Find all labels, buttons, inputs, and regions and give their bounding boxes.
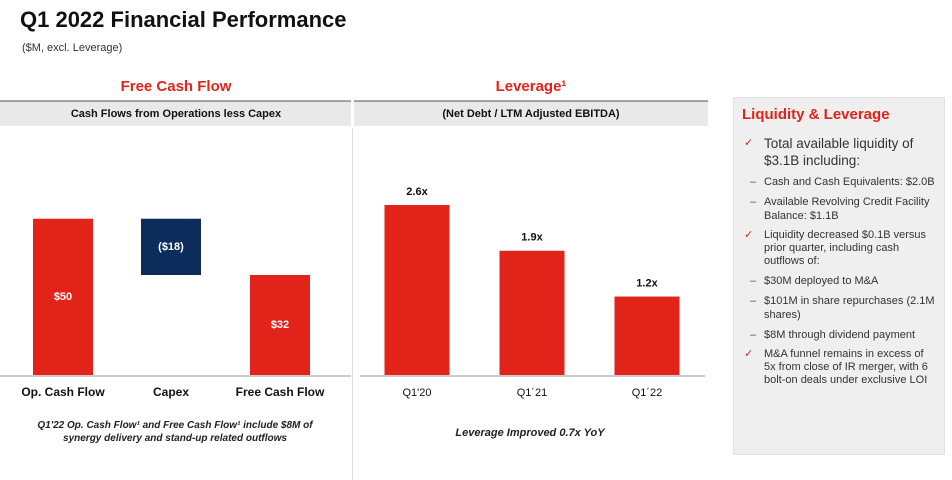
bar [614,296,680,375]
chart-title: Leverage¹ [496,78,567,95]
band [354,101,708,126]
bar [384,205,450,375]
chart-note: Q1'22 Op. Cash Flow¹ and Free Cash Flow¹… [37,420,313,444]
bullet: Liquidity decreased $0.1B versus prior q… [742,229,936,268]
bar [499,250,565,375]
data-label: $50 [54,291,72,303]
chart-title: Free Cash Flow [121,78,232,95]
x-tick-label: Capex [153,385,189,399]
x-tick-label: Op. Cash Flow [21,385,105,399]
x-tick-label: Q1´21 [517,387,548,399]
sub-bullet: $101M in share repurchases (2.1M shares) [742,294,936,322]
sidebar-title: Liquidity & Leverage [742,106,890,123]
chart-note: Leverage Improved 0.7x YoY [455,427,605,439]
data-label: $32 [271,319,289,331]
sub-bullet: $8M through dividend payment [742,328,936,342]
x-tick-label: Free Cash Flow [236,385,325,399]
bar [141,218,201,275]
slide-subtitle: ($M, excl. Leverage) [22,42,123,54]
bullet: M&A funnel remains in excess of 5x from … [742,348,936,387]
bullet: Total available liquidity of $3.1B inclu… [742,135,936,169]
chart-subtitle: Cash Flows from Operations less Capex [71,108,282,120]
x-tick-label: Q1'20 [402,387,431,399]
band [0,101,351,126]
chart-subtitle: (Net Debt / LTM Adjusted EBITDA) [442,108,620,120]
bar [250,275,310,375]
data-label: 2.6x [406,186,428,198]
slide-title: Q1 2022 Financial Performance [20,7,347,32]
data-label: 1.9x [521,232,543,244]
sub-bullet: Available Revolving Credit Facility Bala… [742,195,936,223]
sub-bullet: $30M deployed to M&A [742,274,936,288]
sub-bullet: Cash and Cash Equivalents: $2.0B [742,175,936,189]
data-label: 1.2x [636,277,658,289]
bar [33,218,93,375]
x-tick-label: Q1´22 [632,387,663,399]
sidebar: Liquidity & Leverage Total available liq… [733,97,945,455]
data-label: ($18) [158,241,184,253]
